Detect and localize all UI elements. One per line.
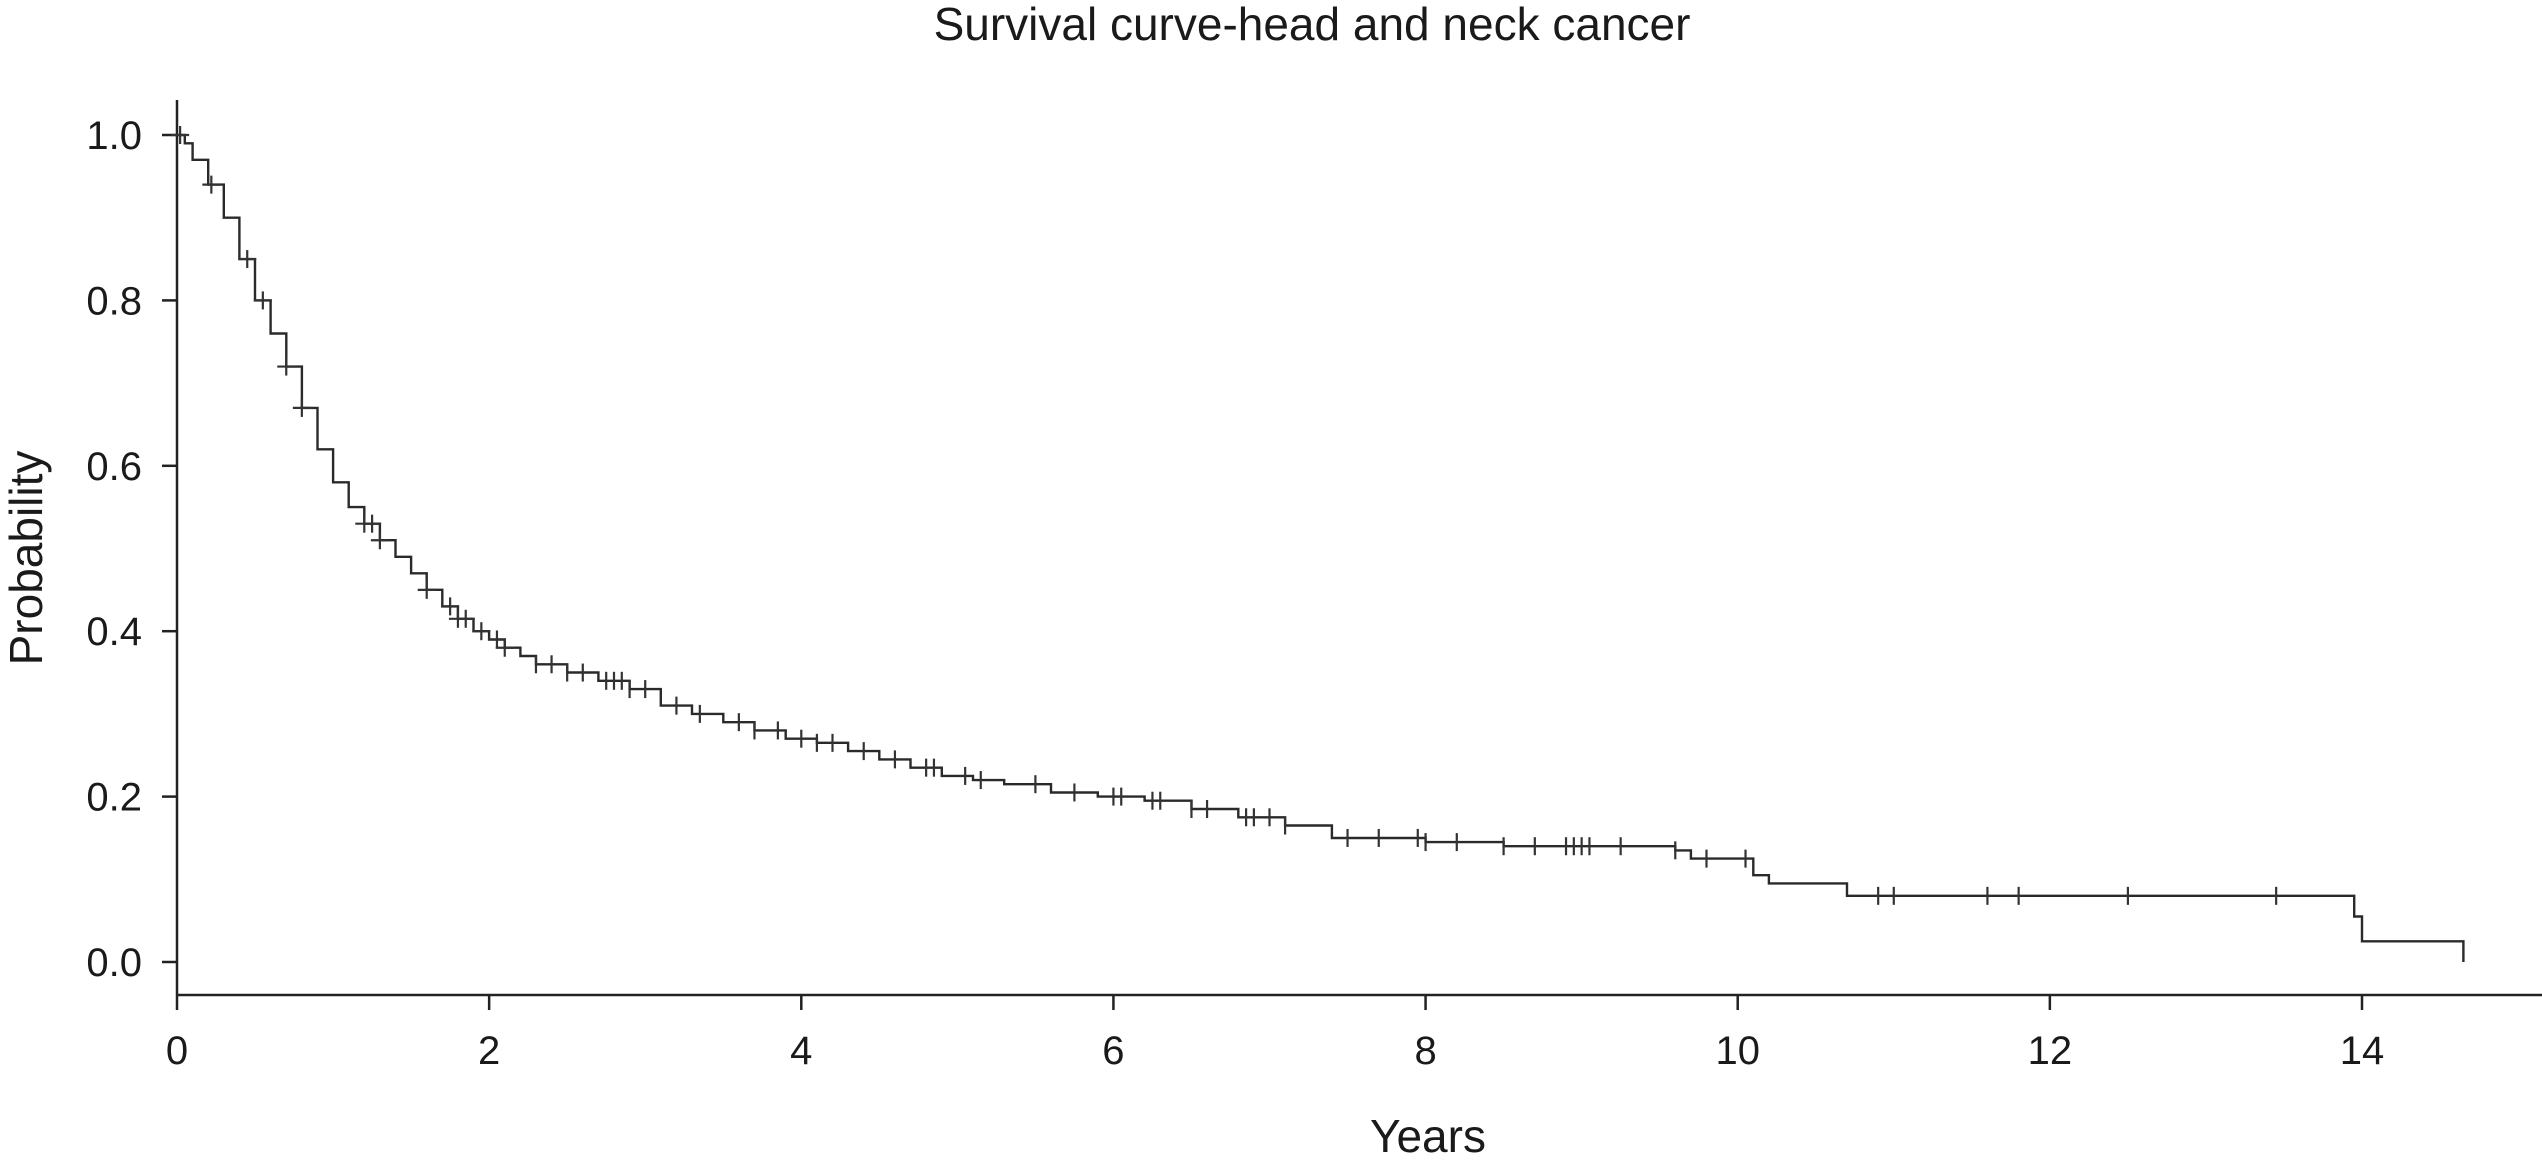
censor-mark [277, 357, 296, 376]
y-tick-label: 0.0 [86, 941, 142, 985]
y-tick-label: 0.8 [86, 279, 142, 323]
axes [175, 100, 2542, 997]
x-tick-label: 8 [1414, 1029, 1436, 1073]
censor-mark [441, 597, 460, 616]
x-axis-title: Years [1370, 1110, 1486, 1162]
censor-mark [292, 398, 311, 417]
chart-title: Survival curve-head and neck cancer [934, 0, 1691, 50]
x-tick-label: 2 [478, 1029, 500, 1073]
y-ticks: 0.0 0.2 0.4 0.6 0.8 1.0 [86, 114, 177, 985]
y-tick-label: 0.4 [86, 610, 142, 654]
x-ticks: 0 2 4 6 8 10 12 14 [166, 995, 2384, 1073]
x-tick-label: 6 [1102, 1029, 1124, 1073]
censor-mark [487, 630, 506, 649]
censor-mark [238, 250, 257, 269]
y-tick-label: 0.6 [86, 445, 142, 489]
x-tick-label: 4 [790, 1029, 812, 1073]
censor-mark [253, 291, 272, 310]
censor-marks [171, 126, 2278, 905]
censor-mark [370, 531, 389, 550]
y-tick-label: 0.2 [86, 776, 142, 820]
y-tick-label: 1.0 [86, 114, 142, 158]
x-tick-label: 10 [1715, 1029, 1760, 1073]
censor-mark [456, 609, 475, 628]
censor-mark [472, 622, 491, 641]
x-tick-label: 14 [2340, 1029, 2385, 1073]
survival-series-line [177, 133, 2465, 962]
x-tick-label: 0 [166, 1029, 188, 1073]
censor-mark [495, 638, 514, 657]
y-axis-title: Probability [0, 451, 52, 666]
x-tick-label: 12 [2028, 1029, 2073, 1073]
censor-mark [363, 514, 382, 533]
censor-mark [202, 175, 221, 194]
censor-mark [171, 126, 190, 144]
censor-mark [417, 580, 436, 599]
